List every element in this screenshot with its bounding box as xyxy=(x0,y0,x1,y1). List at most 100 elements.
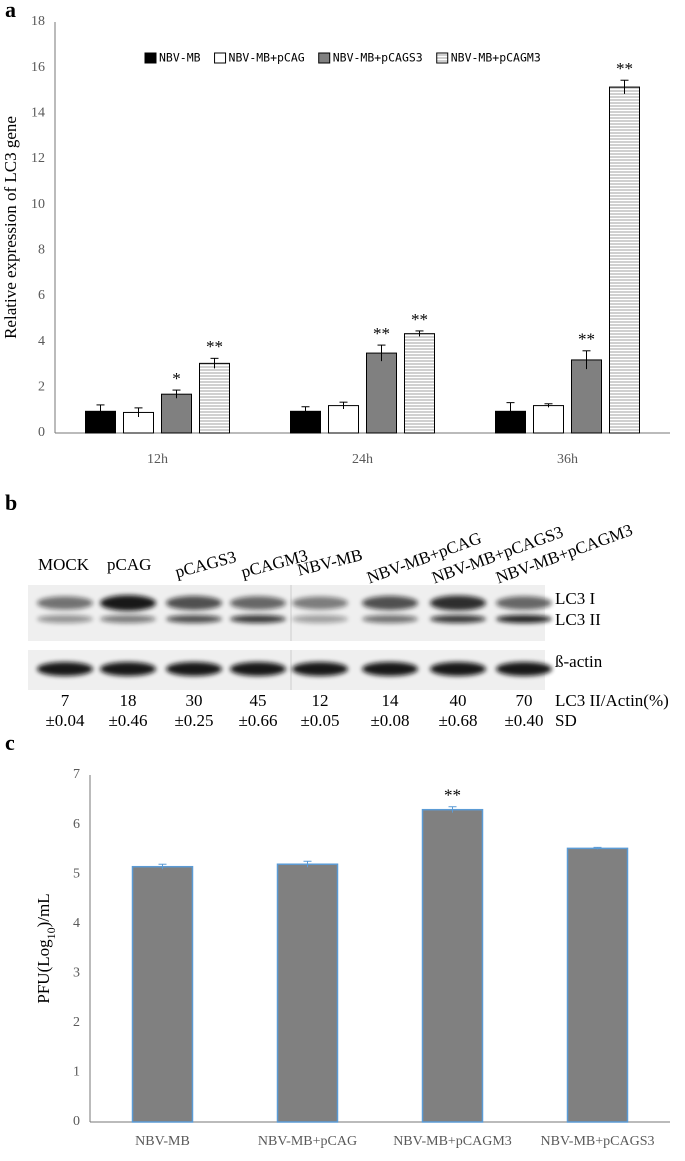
bar xyxy=(566,847,629,1123)
row-label: LC3 I xyxy=(555,589,595,608)
error-bar xyxy=(544,403,553,408)
lane-label: MOCK xyxy=(38,555,90,574)
bar xyxy=(161,393,192,434)
bar xyxy=(276,863,339,1123)
significance-label: ** xyxy=(578,330,595,349)
x-tick-label: NBV-MB+pCAGS3 xyxy=(541,1134,655,1149)
error-bar xyxy=(377,344,386,362)
band-actin xyxy=(230,662,286,676)
band-lc3-ii xyxy=(292,615,348,623)
band-lc3-ii xyxy=(430,615,486,623)
error-bar xyxy=(158,863,167,870)
bar xyxy=(131,865,194,1123)
bar xyxy=(366,352,397,434)
sd-label: SD xyxy=(555,711,577,730)
bar xyxy=(328,405,359,434)
error-bar xyxy=(96,404,105,418)
error-bar xyxy=(620,79,629,94)
legend-swatch xyxy=(318,52,331,64)
y-tick-label: 1 xyxy=(73,1065,80,1080)
ratio-value: 30 xyxy=(186,691,203,710)
band-actin xyxy=(496,662,552,676)
panel-label: a xyxy=(5,0,16,22)
y-tick-label: 18 xyxy=(31,14,45,29)
sd-value: ±0.68 xyxy=(438,711,477,730)
bar xyxy=(421,808,484,1123)
band-lc3-ii xyxy=(166,615,222,623)
y-axis-label: PFU(Log10)/mL xyxy=(34,893,58,1003)
error-bar xyxy=(593,846,602,850)
error-bar xyxy=(339,401,348,410)
legend-entry: NBV-MB+pCAGS3 xyxy=(318,51,423,65)
y-tick-label: 5 xyxy=(73,866,80,881)
legend-swatch xyxy=(144,52,157,64)
error-bar xyxy=(303,860,312,868)
sd-value: ±0.46 xyxy=(108,711,147,730)
y-axis-label: Relative expression of LC3 gene xyxy=(1,116,20,339)
ratio-value: 45 xyxy=(250,691,267,710)
legend-label: NBV-MB+pCAGS3 xyxy=(333,51,423,65)
legend-entry: NBV-MB xyxy=(144,51,201,65)
significance-label: ** xyxy=(411,310,428,329)
band-actin xyxy=(37,662,93,676)
band-actin xyxy=(292,662,348,676)
significance-label: ** xyxy=(373,324,390,343)
x-tick-label: NBV-MB xyxy=(135,1134,190,1149)
legend-entry: NBV-MB+pCAGM3 xyxy=(436,51,541,65)
significance-label: ** xyxy=(444,786,461,805)
ratio-value: 18 xyxy=(120,691,137,710)
panel-label: c xyxy=(5,730,15,755)
y-axis-label-part: )/mL xyxy=(34,893,53,927)
y-tick-label: 10 xyxy=(31,197,45,212)
band-lc3-i xyxy=(166,595,222,611)
error-bar xyxy=(301,406,310,416)
sd-value: ±0.25 xyxy=(174,711,213,730)
band-lc3-i xyxy=(362,595,418,611)
y-tick-label: 16 xyxy=(31,60,45,75)
legend-label: NBV-MB+pCAG xyxy=(229,51,305,65)
error-bar xyxy=(210,357,219,369)
legend-label: NBV-MB xyxy=(159,51,201,65)
error-bar xyxy=(448,806,457,813)
band-actin xyxy=(166,662,222,676)
band-lc3-ii xyxy=(100,615,156,623)
y-tick-label: 4 xyxy=(38,334,45,349)
ratio-value: 12 xyxy=(312,691,329,710)
band-lc3-i xyxy=(292,596,348,610)
y-tick-label: 0 xyxy=(73,1114,80,1129)
band-actin xyxy=(362,662,418,676)
bar xyxy=(609,86,640,434)
band-lc3-i xyxy=(496,596,552,610)
x-tick-label: NBV-MB+pCAGM3 xyxy=(393,1134,512,1149)
ratio-value: 7 xyxy=(61,691,70,710)
bar xyxy=(404,333,435,434)
ratio-value: 70 xyxy=(516,691,533,710)
panel-label: b xyxy=(5,490,17,515)
lane-label: pCAG xyxy=(107,555,151,574)
band-lc3-ii xyxy=(496,615,552,623)
blot-lc3-background xyxy=(28,585,545,641)
x-tick-label: 24h xyxy=(352,452,373,467)
y-tick-label: 12 xyxy=(31,151,45,166)
legend-swatch xyxy=(436,52,449,64)
band-lc3-i xyxy=(37,596,93,610)
ratio-value: 40 xyxy=(450,691,467,710)
y-axis-label-part: PFU(Log xyxy=(34,939,53,1004)
band-lc3-i xyxy=(430,595,486,611)
error-bar xyxy=(134,407,143,418)
y-tick-label: 0 xyxy=(38,425,45,440)
y-tick-label: 8 xyxy=(38,243,45,258)
band-lc3-ii xyxy=(37,615,93,623)
y-axis-label-part: 10 xyxy=(44,927,58,939)
row-label: ß-actin xyxy=(555,652,603,671)
bar xyxy=(571,359,602,434)
band-lc3-ii xyxy=(230,615,286,623)
x-tick-label: 36h xyxy=(557,452,578,467)
band-lc3-i xyxy=(230,596,286,610)
y-tick-label: 7 xyxy=(73,767,80,782)
band-actin xyxy=(430,662,486,676)
legend-entry: NBV-MB+pCAG xyxy=(214,51,305,65)
band-actin xyxy=(100,662,156,676)
sd-value: ±0.08 xyxy=(370,711,409,730)
